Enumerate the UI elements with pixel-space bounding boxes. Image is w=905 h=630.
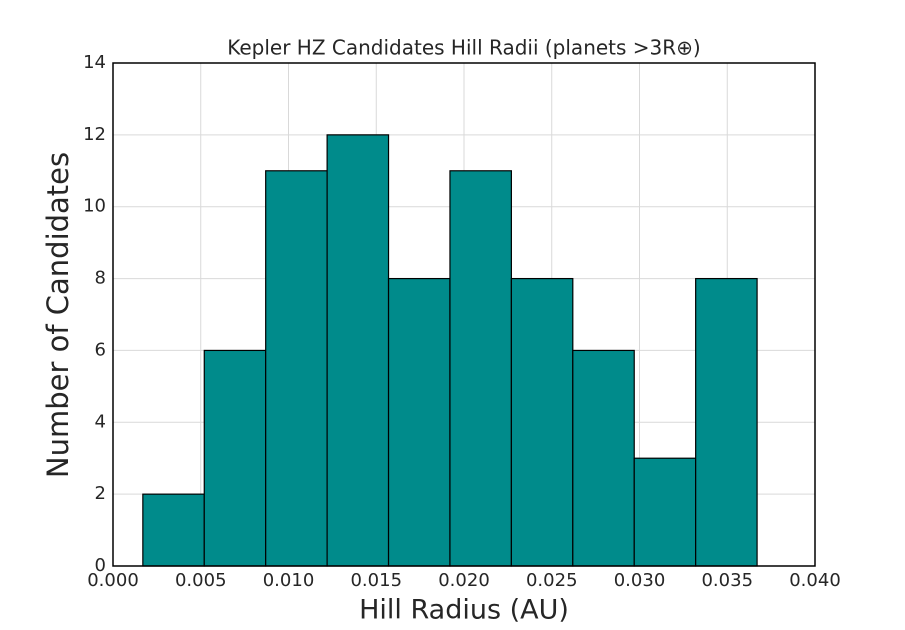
bar (449, 170, 512, 567)
x-tick-label: 0.000 (87, 570, 139, 591)
y-tick-label: 8 (95, 268, 106, 289)
bar (203, 349, 267, 567)
x-tick-label: 0.020 (438, 570, 490, 591)
bars (142, 134, 758, 567)
x-tick-label: 0.040 (789, 570, 841, 591)
bar (142, 493, 205, 567)
x-axis-label: Hill Radius (AU) (359, 595, 569, 626)
y-tick-label: 12 (83, 124, 106, 145)
bar (510, 277, 574, 567)
y-tick-label: 4 (95, 411, 106, 432)
y-tick-label: 0 (95, 555, 106, 576)
bar (387, 277, 451, 567)
bar (326, 134, 390, 567)
x-tick-label: 0.005 (175, 570, 227, 591)
x-tick-label: 0.025 (526, 570, 578, 591)
y-tick-label: 2 (95, 483, 106, 504)
y-axis-label: Number of Candidates (41, 152, 75, 478)
chart-title: Kepler HZ Candidates Hill Radii (planets… (227, 36, 700, 60)
x-tick-label: 0.030 (614, 570, 666, 591)
plot-frame (112, 62, 816, 567)
bar (265, 170, 328, 567)
bar (695, 277, 758, 567)
bar (633, 457, 697, 567)
y-tick-label: 10 (83, 196, 106, 217)
x-tick-label: 0.010 (263, 570, 315, 591)
y-tick-label: 6 (95, 339, 106, 360)
bar (572, 349, 635, 567)
y-tick-label: 14 (83, 52, 106, 73)
x-tick-label: 0.015 (350, 570, 402, 591)
ticks: 0 2 4 6 8 10 12 14 0.000 0.005 0.010 0.015 0.020 0.02… (83, 52, 841, 591)
x-tick-label: 0.035 (701, 570, 753, 591)
